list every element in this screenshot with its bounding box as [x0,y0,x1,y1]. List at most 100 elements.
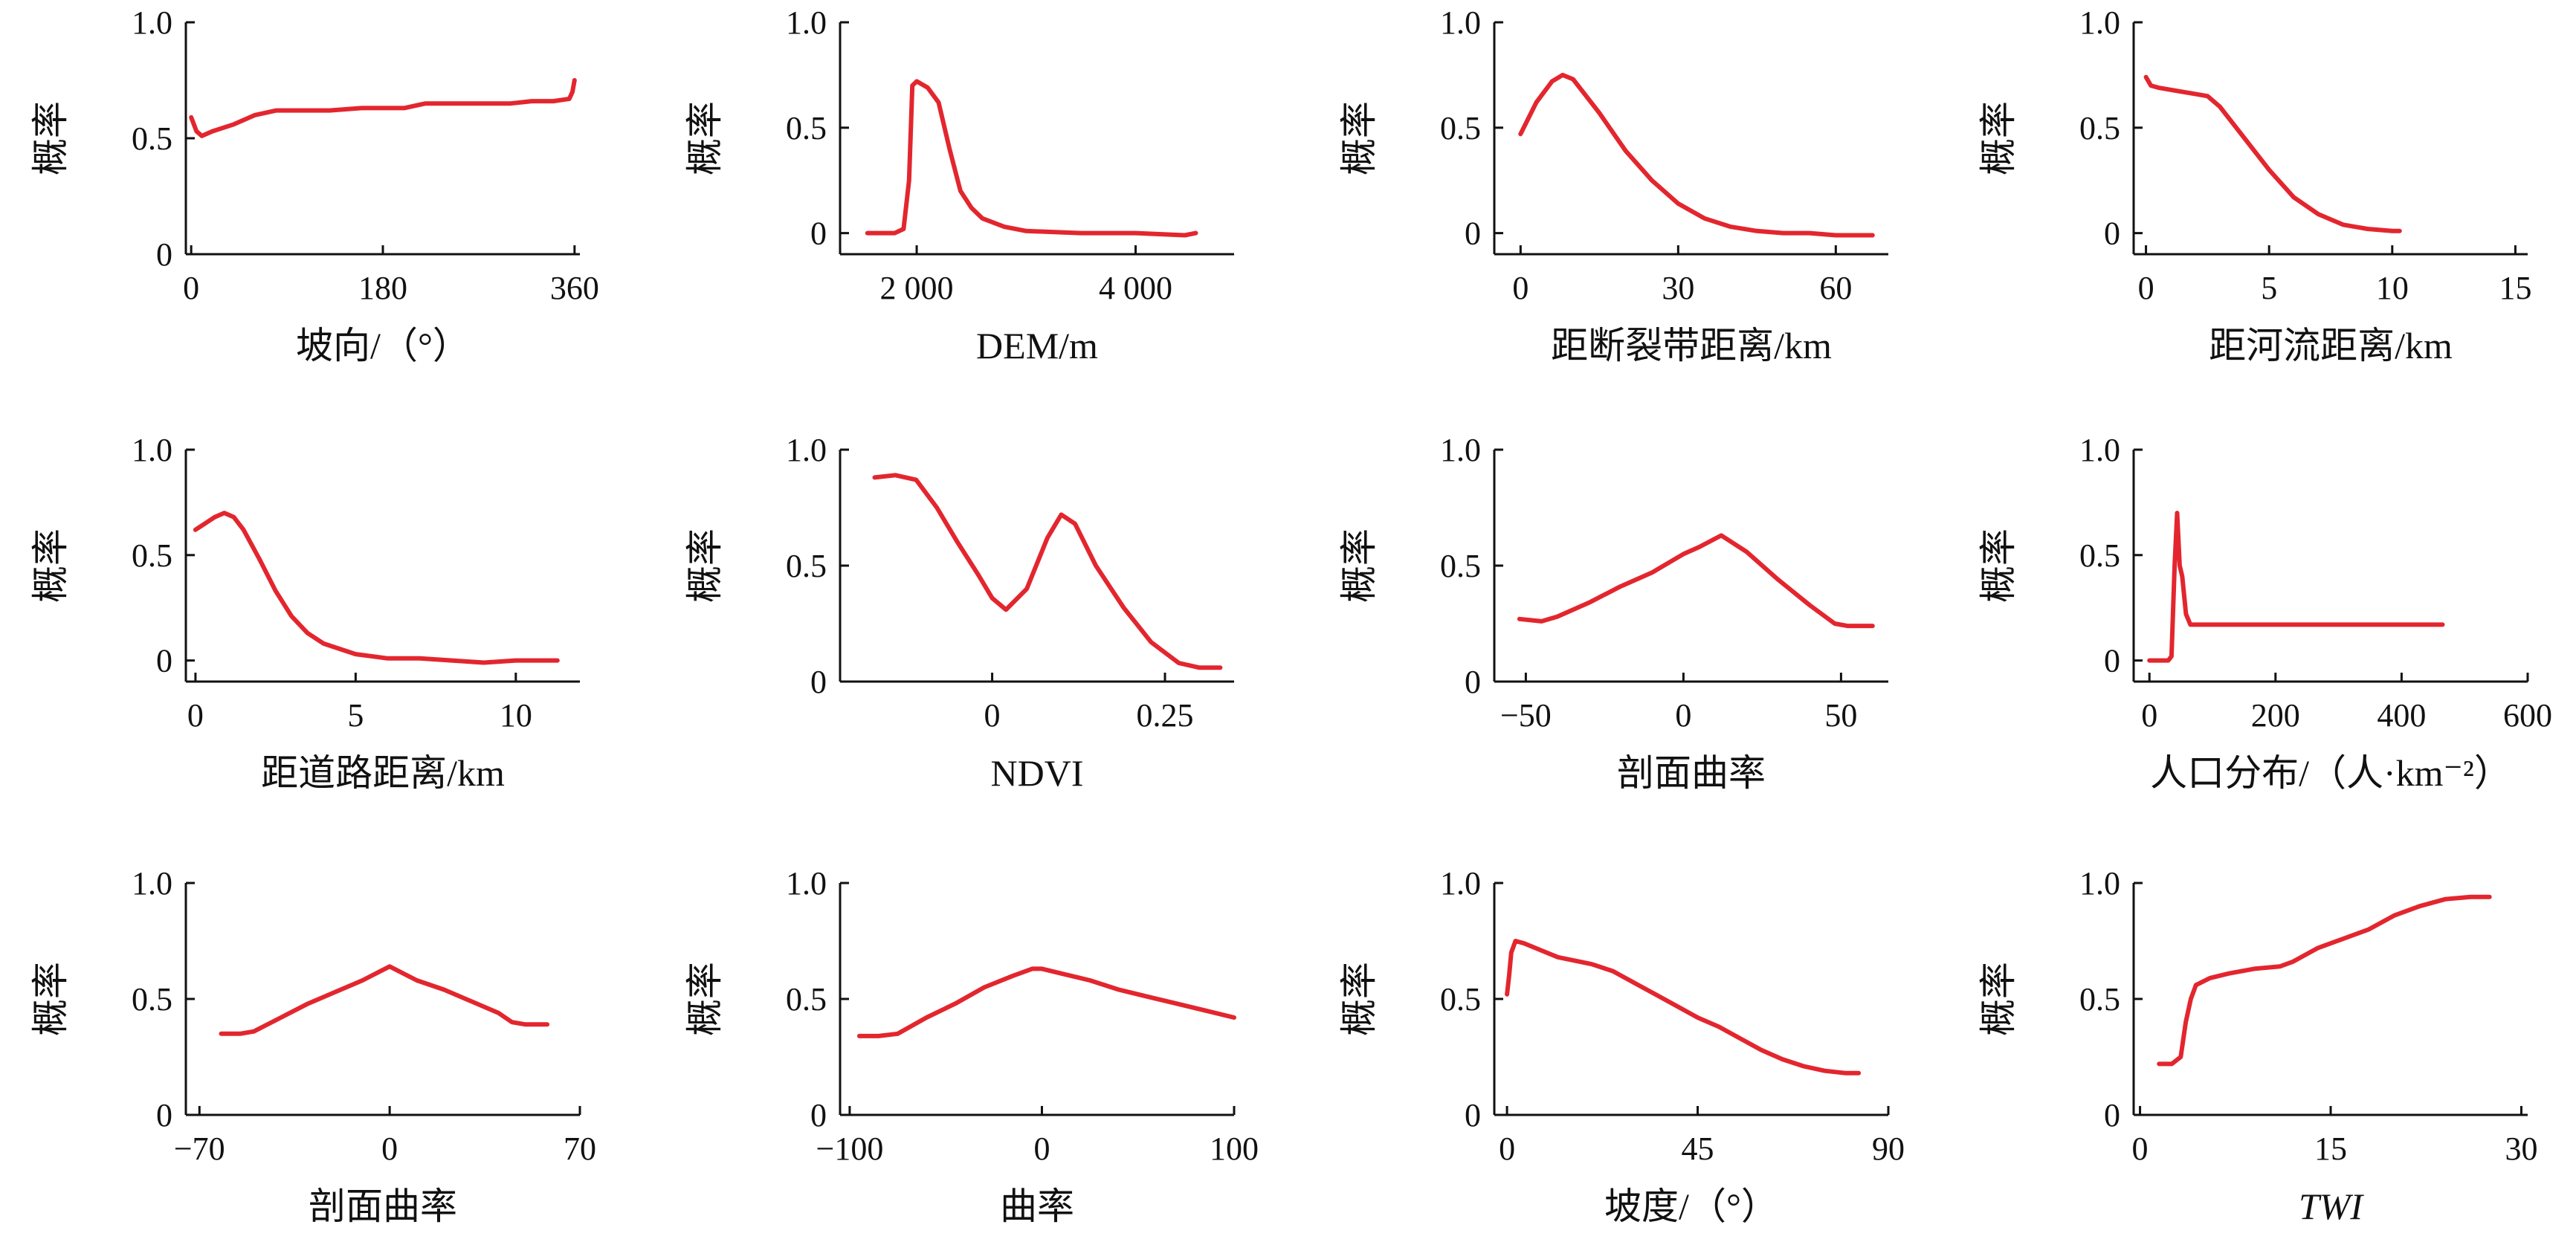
data-point [1650,570,1654,575]
probability-curve [193,511,560,665]
data-point [200,134,204,138]
data-point [1807,603,1812,607]
data-point [1719,533,1723,537]
chart-panel-5: 0 0.5 1.0 0 5 10 距道路距离/km 概率 [30,432,580,794]
probability-curve [872,473,1223,670]
data-point [857,1034,862,1038]
x-tick-label: 100 [1210,1131,1259,1167]
x-tick-label: 600 [2503,697,2552,734]
data-point [415,978,419,983]
data-point [1674,1003,1679,1008]
x-axis-title: 距道路距离/km [261,752,505,794]
x-tick-label: 60 [1819,270,1852,306]
data-point [2156,85,2160,90]
data-point [1505,992,1509,997]
data-point [279,1015,283,1020]
y-axis-title: 概率 [1978,528,2019,603]
data-point [1121,605,1126,609]
data-point [203,521,207,525]
data-point [947,146,952,151]
data-point [1507,974,1511,978]
y-tick-label: 0 [810,216,827,252]
data-point [1079,231,1083,236]
x-tick-label: 0 [984,697,1001,734]
data-point [2398,229,2402,233]
x-tick-label: 360 [550,270,599,306]
y-tick-label: 0.5 [1440,548,1481,584]
x-tick-label: 45 [1682,1131,1714,1167]
data-point [2441,622,2444,627]
y-tick-label: 0.5 [132,537,172,574]
y-tick-label: 0 [2104,643,2120,679]
y-tick-label: 0.5 [2079,537,2120,574]
y-tick-label: 0 [156,236,172,273]
data-point [295,109,300,113]
x-axis-title: 坡度/（°） [1604,1186,1778,1227]
data-point [2183,612,2188,616]
data-point [1717,1024,1721,1029]
data-point [2169,1061,2174,1066]
data-point [1514,939,1517,943]
data-point [1183,233,1187,237]
x-tick-label: 0 [2132,1131,2149,1167]
data-point [1781,231,1786,236]
data-point [976,573,981,577]
x-axis-title: 距河流距离/km [2209,325,2453,366]
data-point [1833,621,1837,626]
y-axis-title: 概率 [30,962,71,1036]
probability-curve [1517,533,1875,629]
data-point [1555,615,1560,619]
data-point [1676,201,1680,206]
data-point [2241,622,2246,627]
y-tick-label: 0 [1465,1097,1481,1133]
data-point [510,1020,514,1024]
y-axis-title: 概率 [30,528,71,603]
y-tick-label: 1.0 [132,432,172,468]
data-point [2169,88,2173,92]
probability-curve [219,964,550,1036]
data-point [238,1032,242,1036]
data-point [1823,1069,1827,1073]
data-point [1618,584,1623,589]
x-tick-label: 50 [1824,697,1857,734]
data-point [251,1029,256,1034]
x-axis-title: 距断裂带距离/km [1551,325,1832,366]
data-point [232,122,236,126]
data-point [2205,94,2209,98]
data-point [213,515,217,520]
chart-panel-8: 0 0.5 1.0 0 200 400 600 人口分布/（人·km⁻²） 概率 [1978,432,2552,794]
data-point [2180,574,2184,578]
data-point [982,985,987,989]
probability-curve [2147,511,2445,663]
x-tick-label: 70 [564,1131,596,1167]
data-point [1522,941,1526,945]
data-point [523,1022,528,1026]
data-point [232,515,236,520]
data-point [924,1015,929,1020]
data-point [242,528,246,532]
data-point [990,596,995,601]
x-tick-label: 2 000 [880,270,954,306]
x-axis-title: 坡向/（°） [296,325,470,366]
data-point [222,511,227,515]
data-point [2366,927,2371,931]
y-tick-label: 1.0 [1440,865,1481,902]
x-tick-label: −70 [174,1131,225,1167]
x-tick-label: 0 [1675,697,1691,734]
y-tick-label: 1.0 [1440,4,1481,41]
data-point [2227,971,2231,976]
x-axis-title: 曲率 [1000,1186,1074,1227]
y-tick-label: 0.5 [786,110,827,146]
data-point [321,641,326,646]
data-point [570,90,575,94]
data-point [2399,622,2404,627]
data-point [2278,964,2282,968]
data-point [1738,1036,1742,1041]
data-point [1059,512,1063,517]
data-point [210,129,215,134]
data-point [189,115,193,120]
data-point [865,231,870,236]
data-point [934,505,939,510]
data-point [2183,1020,2188,1024]
